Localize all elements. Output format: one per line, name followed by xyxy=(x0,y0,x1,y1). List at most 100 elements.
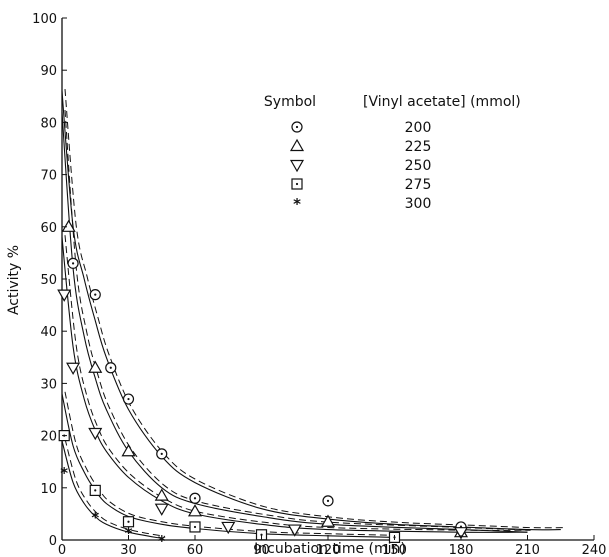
marker-shape xyxy=(187,504,203,517)
marker-shape: * xyxy=(158,532,166,550)
y-tick-label: 50 xyxy=(40,273,57,288)
marker-shape xyxy=(289,159,305,173)
legend-marker-300: * xyxy=(293,195,301,213)
y-tick-label: 90 xyxy=(40,64,57,79)
y-tick-label: 40 xyxy=(40,325,57,340)
y-tick-label: 100 xyxy=(32,12,57,27)
data-point-200 xyxy=(67,257,79,269)
legend-marker-200 xyxy=(291,121,303,133)
marker-dot xyxy=(127,397,130,401)
data-point-275 xyxy=(89,484,101,497)
fit-curves xyxy=(61,89,564,539)
fit-curve-dashed-250 xyxy=(64,235,531,531)
marker-shape xyxy=(88,360,103,373)
legend-marker-225 xyxy=(289,138,305,152)
data-point-250 xyxy=(66,362,81,375)
data-point-300: * xyxy=(60,464,68,482)
marker-shape xyxy=(221,521,236,535)
fit-curve-dashed-225 xyxy=(64,109,531,531)
x-tick-label: 60 xyxy=(187,543,204,557)
y-axis-ticks: 0 10 20 30 40 50 60 70 80 90 100 xyxy=(32,12,67,549)
y-tick-label: 30 xyxy=(40,377,57,392)
marker-dot xyxy=(160,452,163,455)
fit-curve-dashed-200 xyxy=(64,89,564,529)
marker-shape: * xyxy=(293,195,301,213)
marker-shape xyxy=(154,503,169,516)
data-point-225 xyxy=(187,504,203,517)
marker-dot xyxy=(109,366,112,369)
y-tick-label: 80 xyxy=(40,116,57,131)
fit-curve-250 xyxy=(61,237,528,533)
data-point-300: * xyxy=(125,524,133,542)
x-tick-label: 90 xyxy=(253,543,270,557)
fit-curve-275 xyxy=(61,393,395,538)
marker-dot xyxy=(295,125,299,129)
data-point-200 xyxy=(89,289,101,301)
y-axis-label: Activity % xyxy=(6,245,22,315)
legend-label-300: 300 xyxy=(405,196,432,212)
marker-shape xyxy=(453,527,469,540)
legend-label-200: 200 xyxy=(405,120,432,136)
marker-shape xyxy=(88,427,103,441)
fit-curve-225 xyxy=(61,111,528,533)
data-point-250 xyxy=(221,521,236,535)
legend-value-header: [Vinyl acetate] (mmol) xyxy=(363,94,521,110)
legend-marker-275 xyxy=(291,178,303,190)
data-point-250 xyxy=(287,524,302,537)
fit-curve-300 xyxy=(61,440,162,539)
x-tick-label: 150 xyxy=(382,543,407,557)
data-markers: * * * * xyxy=(57,219,469,550)
marker-shape: * xyxy=(125,524,133,542)
legend-symbol-header: Symbol xyxy=(264,94,316,110)
data-point-250 xyxy=(453,527,469,540)
legend-items: 200 225 250 275 * 300 xyxy=(289,120,432,213)
marker-shape xyxy=(289,138,305,152)
data-point-275 xyxy=(189,521,201,533)
marker-shape xyxy=(320,514,336,527)
x-tick-label: 210 xyxy=(515,543,540,557)
marker-dot xyxy=(260,533,263,536)
data-point-250 xyxy=(154,503,169,516)
data-point-200 xyxy=(156,448,168,460)
marker-dot xyxy=(94,489,97,492)
data-point-250 xyxy=(57,289,72,302)
x-tick-label: 0 xyxy=(58,543,66,557)
fit-curve-dashed-275 xyxy=(64,391,398,536)
x-axis-ticks: 0 30 60 90 120 150 180 210 240 xyxy=(58,535,607,557)
data-point-300: * xyxy=(158,532,166,550)
data-point-225 xyxy=(88,360,103,373)
x-tick-label: 240 xyxy=(582,543,607,557)
marker-shape: * xyxy=(60,464,68,482)
y-tick-label: 0 xyxy=(49,534,57,549)
data-point-250 xyxy=(88,427,103,441)
legend-label-250: 250 xyxy=(405,158,432,174)
data-point-225 xyxy=(121,444,136,457)
x-tick-label: 30 xyxy=(120,543,137,557)
data-point-200 xyxy=(189,492,201,504)
marker-dot xyxy=(94,293,97,296)
legend-label-225: 225 xyxy=(405,139,432,155)
marker-dot xyxy=(71,262,75,265)
marker-shape xyxy=(154,488,169,501)
fit-curve-dashed-300 xyxy=(64,438,165,537)
marker-dot xyxy=(193,497,197,500)
fit-curve-200 xyxy=(61,91,561,531)
data-point-225 xyxy=(61,219,76,232)
legend-label-275: 275 xyxy=(405,177,432,193)
marker-shape xyxy=(66,362,81,375)
x-tick-label: 120 xyxy=(316,543,341,557)
data-point-275 xyxy=(122,516,135,528)
marker-shape: * xyxy=(91,509,99,527)
y-tick-label: 70 xyxy=(40,169,57,184)
marker-dot xyxy=(295,182,299,186)
data-point-200 xyxy=(122,393,135,405)
marker-dot xyxy=(127,520,130,523)
y-tick-label: 20 xyxy=(40,430,57,445)
marker-shape xyxy=(287,524,302,537)
marker-shape xyxy=(57,289,72,302)
marker-dot xyxy=(326,499,330,502)
data-point-300: * xyxy=(91,509,99,527)
data-point-200 xyxy=(105,362,117,374)
data-point-225 xyxy=(154,488,169,501)
